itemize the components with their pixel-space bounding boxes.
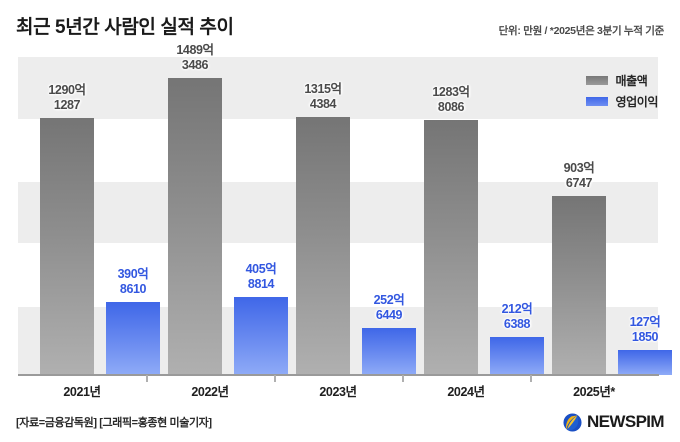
bar-group-2023: 1315억 4384 252억 6449 xyxy=(274,57,416,375)
revenue-bar[interactable] xyxy=(424,120,478,375)
revenue-bar[interactable] xyxy=(552,196,606,375)
bar-group-2025: 903억 6747 127억 1850 xyxy=(530,57,672,375)
label-line-2: 8814 xyxy=(247,276,275,291)
x-axis-labels: 2021년 2022년 2023년 2024년 2025년* xyxy=(18,381,658,401)
revenue-bar-label: 1489억 3486 xyxy=(168,43,222,73)
label-line-2: 8086 xyxy=(437,99,465,114)
revenue-bar-label: 1290억 1287 xyxy=(40,83,94,113)
label-line-2: 1287 xyxy=(53,97,81,112)
label-line-2: 6747 xyxy=(565,175,593,190)
operating-profit-bar[interactable] xyxy=(618,350,672,375)
label-line-1: 1283억 xyxy=(432,85,470,99)
label-line-1: 1489억 xyxy=(176,43,214,57)
label-line-1: 1315억 xyxy=(304,82,342,96)
operating-profit-bar[interactable] xyxy=(490,337,544,375)
bar-group-2021: 1290억 1287 390억 8610 xyxy=(18,57,160,375)
revenue-bar[interactable] xyxy=(168,78,222,375)
label-line-2: 6388 xyxy=(503,316,531,331)
operating-profit-bar-label: 390억 8610 xyxy=(106,267,160,297)
label-line-2: 4384 xyxy=(309,96,337,111)
label-line-2: 8610 xyxy=(119,281,147,296)
label-line-1: 390억 xyxy=(117,267,149,281)
label-line-1: 1290억 xyxy=(48,83,86,97)
legend-label: 영업이익 xyxy=(615,95,658,109)
x-axis-label-2024: 2024년 xyxy=(447,385,485,399)
axis-tick xyxy=(530,375,532,382)
operating-profit-bar-label: 405억 8814 xyxy=(234,262,288,292)
operating-profit-bar[interactable] xyxy=(106,302,160,375)
label-line-2: 1850 xyxy=(631,329,659,344)
bar-groups: 1290억 1287 390억 8610 1489억 3486 405억 881… xyxy=(18,43,672,375)
label-line-1: 252억 xyxy=(373,293,405,307)
legend-item-operating-profit[interactable]: 영업이익 xyxy=(586,93,658,110)
page-title: 최근 5년간 사람인 실적 추이 xyxy=(16,17,234,38)
legend-swatch-icon xyxy=(586,97,609,106)
x-axis-line xyxy=(18,374,659,376)
operating-profit-bar[interactable] xyxy=(362,328,416,375)
revenue-bar-label: 1315억 4384 xyxy=(296,82,350,112)
revenue-bar-label: 1283억 8086 xyxy=(424,85,478,115)
label-line-1: 405억 xyxy=(245,262,277,276)
label-line-2: 3486 xyxy=(181,57,209,72)
label-line-1: 127억 xyxy=(629,315,661,329)
axis-tick xyxy=(146,375,148,382)
unit-note: 단위: 만원 / *2025년은 3분기 누적 기준 xyxy=(498,25,665,37)
legend-swatch-icon xyxy=(586,76,609,85)
grid-band xyxy=(18,57,658,119)
newspim-wordmark: NEWSPIM xyxy=(586,412,665,431)
bar-group-2022: 1489억 3486 405억 8814 xyxy=(146,43,288,375)
x-axis-label-2021: 2021년 xyxy=(63,385,101,399)
chart-legend: 매출액 영업이익 xyxy=(586,72,658,110)
revenue-bar[interactable] xyxy=(296,117,350,375)
label-line-2: 6449 xyxy=(375,307,403,322)
x-axis-label-2022: 2022년 xyxy=(191,385,229,399)
x-axis-label-2023: 2023년 xyxy=(319,385,357,399)
axis-tick xyxy=(402,375,404,382)
legend-label: 매출액 xyxy=(615,74,648,88)
legend-item-revenue[interactable]: 매출액 xyxy=(586,72,658,89)
x-axis-label-2025: 2025년* xyxy=(573,385,615,399)
revenue-bar-label: 903억 6747 xyxy=(552,161,606,191)
revenue-bar[interactable] xyxy=(40,118,94,375)
source-credit: [자료=금융감독원] [그래픽=홍종현 미술기자] xyxy=(16,417,212,429)
newspim-globe-icon xyxy=(563,412,582,432)
bar-group-2024: 1283억 8086 212억 6388 xyxy=(402,57,544,375)
axis-tick xyxy=(274,375,276,382)
label-line-1: 212억 xyxy=(501,302,533,316)
label-line-1: 903억 xyxy=(563,161,595,175)
operating-profit-bar[interactable] xyxy=(234,297,288,375)
operating-profit-bar-label: 252억 6449 xyxy=(362,293,416,323)
operating-profit-bar-label: 212억 6388 xyxy=(490,302,544,332)
operating-profit-bar-label: 127억 1850 xyxy=(618,315,672,345)
newspim-logo: NEWSPIM xyxy=(563,412,665,432)
